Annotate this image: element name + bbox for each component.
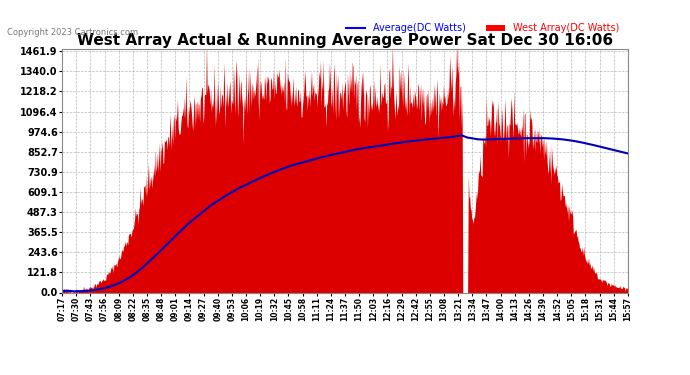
Text: Copyright 2023 Cartronics.com: Copyright 2023 Cartronics.com bbox=[7, 28, 138, 37]
Legend: Average(DC Watts), West Array(DC Watts): Average(DC Watts), West Array(DC Watts) bbox=[342, 20, 623, 37]
Title: West Array Actual & Running Average Power Sat Dec 30 16:06: West Array Actual & Running Average Powe… bbox=[77, 33, 613, 48]
